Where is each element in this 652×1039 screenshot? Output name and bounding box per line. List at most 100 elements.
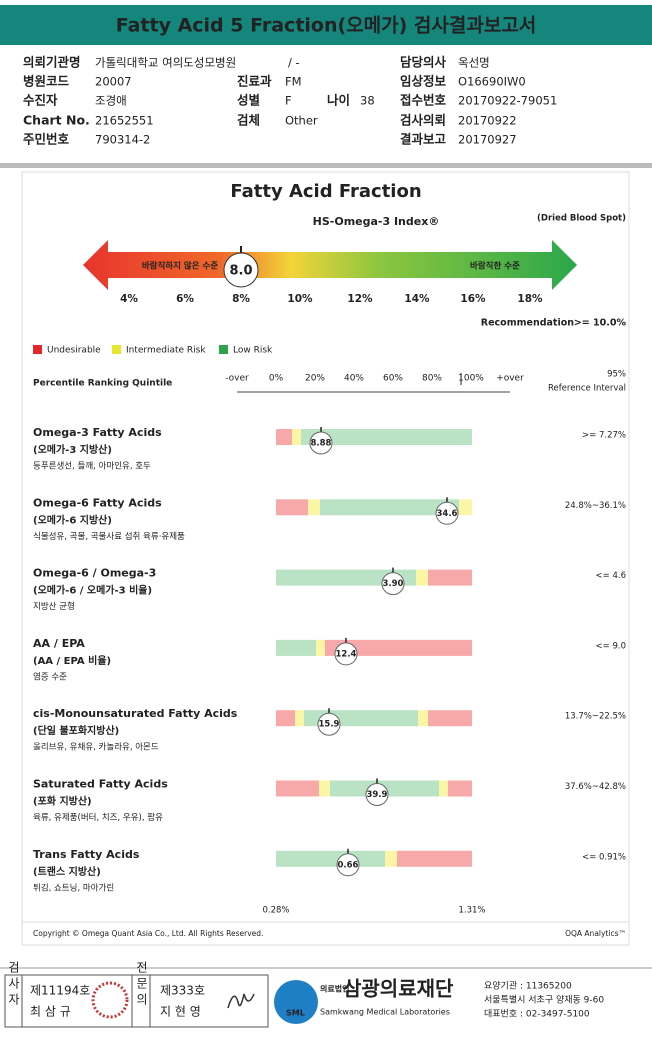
seal <box>91 981 129 1019</box>
index-value: 8.0 <box>229 264 252 279</box>
info-value: 옥선명 <box>458 56 490 70</box>
scale-tick: 60% <box>383 374 403 384</box>
scale-tick: +over <box>496 374 524 384</box>
info-label: 성별 <box>237 93 260 108</box>
index-tick: 10% <box>287 293 313 305</box>
row-reference: 24.8%~36.1% <box>565 501 626 511</box>
examiner-name: 최 삼 규 <box>30 1005 71 1019</box>
value-marker <box>223 252 259 288</box>
lab-phone: 대표번호 : 02-3497-5100 <box>484 1009 590 1020</box>
range-band <box>301 429 472 445</box>
index-tick: 14% <box>404 293 430 305</box>
info-value: 20007 <box>95 75 132 89</box>
recommendation-label: Recommendation <box>481 318 574 329</box>
info-label: Chart No. <box>23 113 90 128</box>
row-sources: 육류, 유제품(버터, 치즈, 우유), 팜유 <box>33 812 163 823</box>
lab-logo <box>274 980 318 1024</box>
info-label: 주민번호 <box>23 132 70 147</box>
row-name: Saturated Fatty Acids <box>33 778 168 791</box>
legend-swatch <box>33 345 42 354</box>
arrow-label: 바람직하지 않은 수준 <box>142 261 218 272</box>
info-label: 수진자 <box>23 93 58 108</box>
specialist-no: 제333호 <box>160 984 205 998</box>
range-band <box>418 710 428 727</box>
info-label: 검체 <box>237 113 260 128</box>
row-sources: 올리브유, 유채유, 카놀라유, 아몬드 <box>33 742 159 753</box>
lab-code: 요양기관 : 11365200 <box>484 981 572 992</box>
sample-type: (Dried Blood Spot) <box>537 214 626 224</box>
info-value: F <box>285 94 292 108</box>
info-value: 가톨릭대학교 여의도성모병원 <box>95 56 236 70</box>
range-band <box>276 780 319 797</box>
legend-label: Undesirable <box>47 346 101 356</box>
legend-swatch <box>112 345 121 354</box>
row-sources: 식물성유, 곡물, 곡물사료 섭취 육류·유제품 <box>33 531 185 542</box>
value-marker <box>381 572 405 596</box>
row-reference: <= 9.0 <box>596 641 626 651</box>
range-band <box>276 850 385 867</box>
row-value: 15.9 <box>319 720 340 730</box>
row-sources: 등푸른생선, 들깨, 아마인유, 호두 <box>33 461 151 472</box>
scale-tick: 20% <box>305 374 325 384</box>
info-label: 의뢰기관명 <box>23 55 81 70</box>
row-sources: 튀김, 쇼트닝, 마아가린 <box>33 882 114 893</box>
legend-label: Low Risk <box>233 346 273 356</box>
range-band <box>276 499 308 516</box>
index-arrow <box>83 240 577 290</box>
scale-min: 0.28% <box>262 905 289 915</box>
specialist-title: 전문의 <box>135 961 149 1009</box>
range-band <box>276 569 416 586</box>
value-marker <box>317 712 341 736</box>
row-name: cis-Monounsaturated Fatty Acids <box>33 707 238 720</box>
specialist-name: 지 현 영 <box>160 1005 201 1019</box>
range-band <box>316 639 325 656</box>
value-marker <box>365 783 389 806</box>
index-tick: 6% <box>176 293 194 305</box>
row-reference: <= 0.91% <box>582 852 626 862</box>
range-band <box>459 499 472 516</box>
copyright: Copyright © Omega Quant Asia Co., Ltd. A… <box>33 929 263 938</box>
range-band <box>428 710 472 727</box>
row-value: 8.88 <box>311 439 332 449</box>
examiner-no: 제11194호 <box>30 984 90 998</box>
index-tick: 16% <box>460 293 486 305</box>
row-korean: (트랜스 지방산) <box>33 865 101 878</box>
range-band <box>428 569 472 586</box>
signature-box <box>4 974 269 1028</box>
range-band <box>416 569 428 586</box>
info-value: FM <box>285 75 302 89</box>
header-title: Fatty Acid 5 Fraction(오메가) 검사결과보고서 <box>116 15 537 37</box>
info-value: 20170927 <box>458 133 517 147</box>
row-value: 12.4 <box>336 649 357 659</box>
ref-header: Reference Interval <box>548 384 626 394</box>
info-value: 조경애 <box>95 94 127 108</box>
row-reference: <= 4.6 <box>596 571 626 581</box>
scale-tick: 40% <box>344 374 364 384</box>
scale-tick: 0% <box>269 374 284 384</box>
info-value: / - <box>288 56 300 70</box>
legend-label: Intermediate Risk <box>126 346 206 356</box>
row-korean: (포화 지방산) <box>33 795 92 808</box>
section-title: Fatty Acid Fraction <box>230 181 421 202</box>
range-band <box>295 710 304 727</box>
logo-text: SML <box>286 1009 305 1018</box>
range-band <box>320 499 459 516</box>
row-name: Omega-3 Fatty Acids <box>33 426 162 439</box>
range-band <box>276 639 316 656</box>
row-korean: (오메가-6 지방산) <box>33 513 112 526</box>
row-name: Trans Fatty Acids <box>33 848 140 861</box>
info-value: 20170922-79051 <box>458 94 557 108</box>
recommendation-value: >= 10.0% <box>574 318 627 329</box>
row-value: 3.90 <box>383 579 404 589</box>
info-label: 검사의뢰 <box>400 113 446 128</box>
arrow-label: 바람직한 수준 <box>470 261 520 272</box>
index-subtitle: HS-Omega-3 Index® <box>313 215 440 228</box>
range-band <box>308 499 320 516</box>
range-band <box>276 429 292 445</box>
row-name: Omega-6 Fatty Acids <box>33 496 162 509</box>
index-tick: 4% <box>120 293 138 305</box>
scale-title: Percentile Ranking Quintile <box>33 379 172 389</box>
row-name: Omega-6 / Omega-3 <box>33 567 156 580</box>
row-reference: 13.7%~22.5% <box>565 712 626 722</box>
